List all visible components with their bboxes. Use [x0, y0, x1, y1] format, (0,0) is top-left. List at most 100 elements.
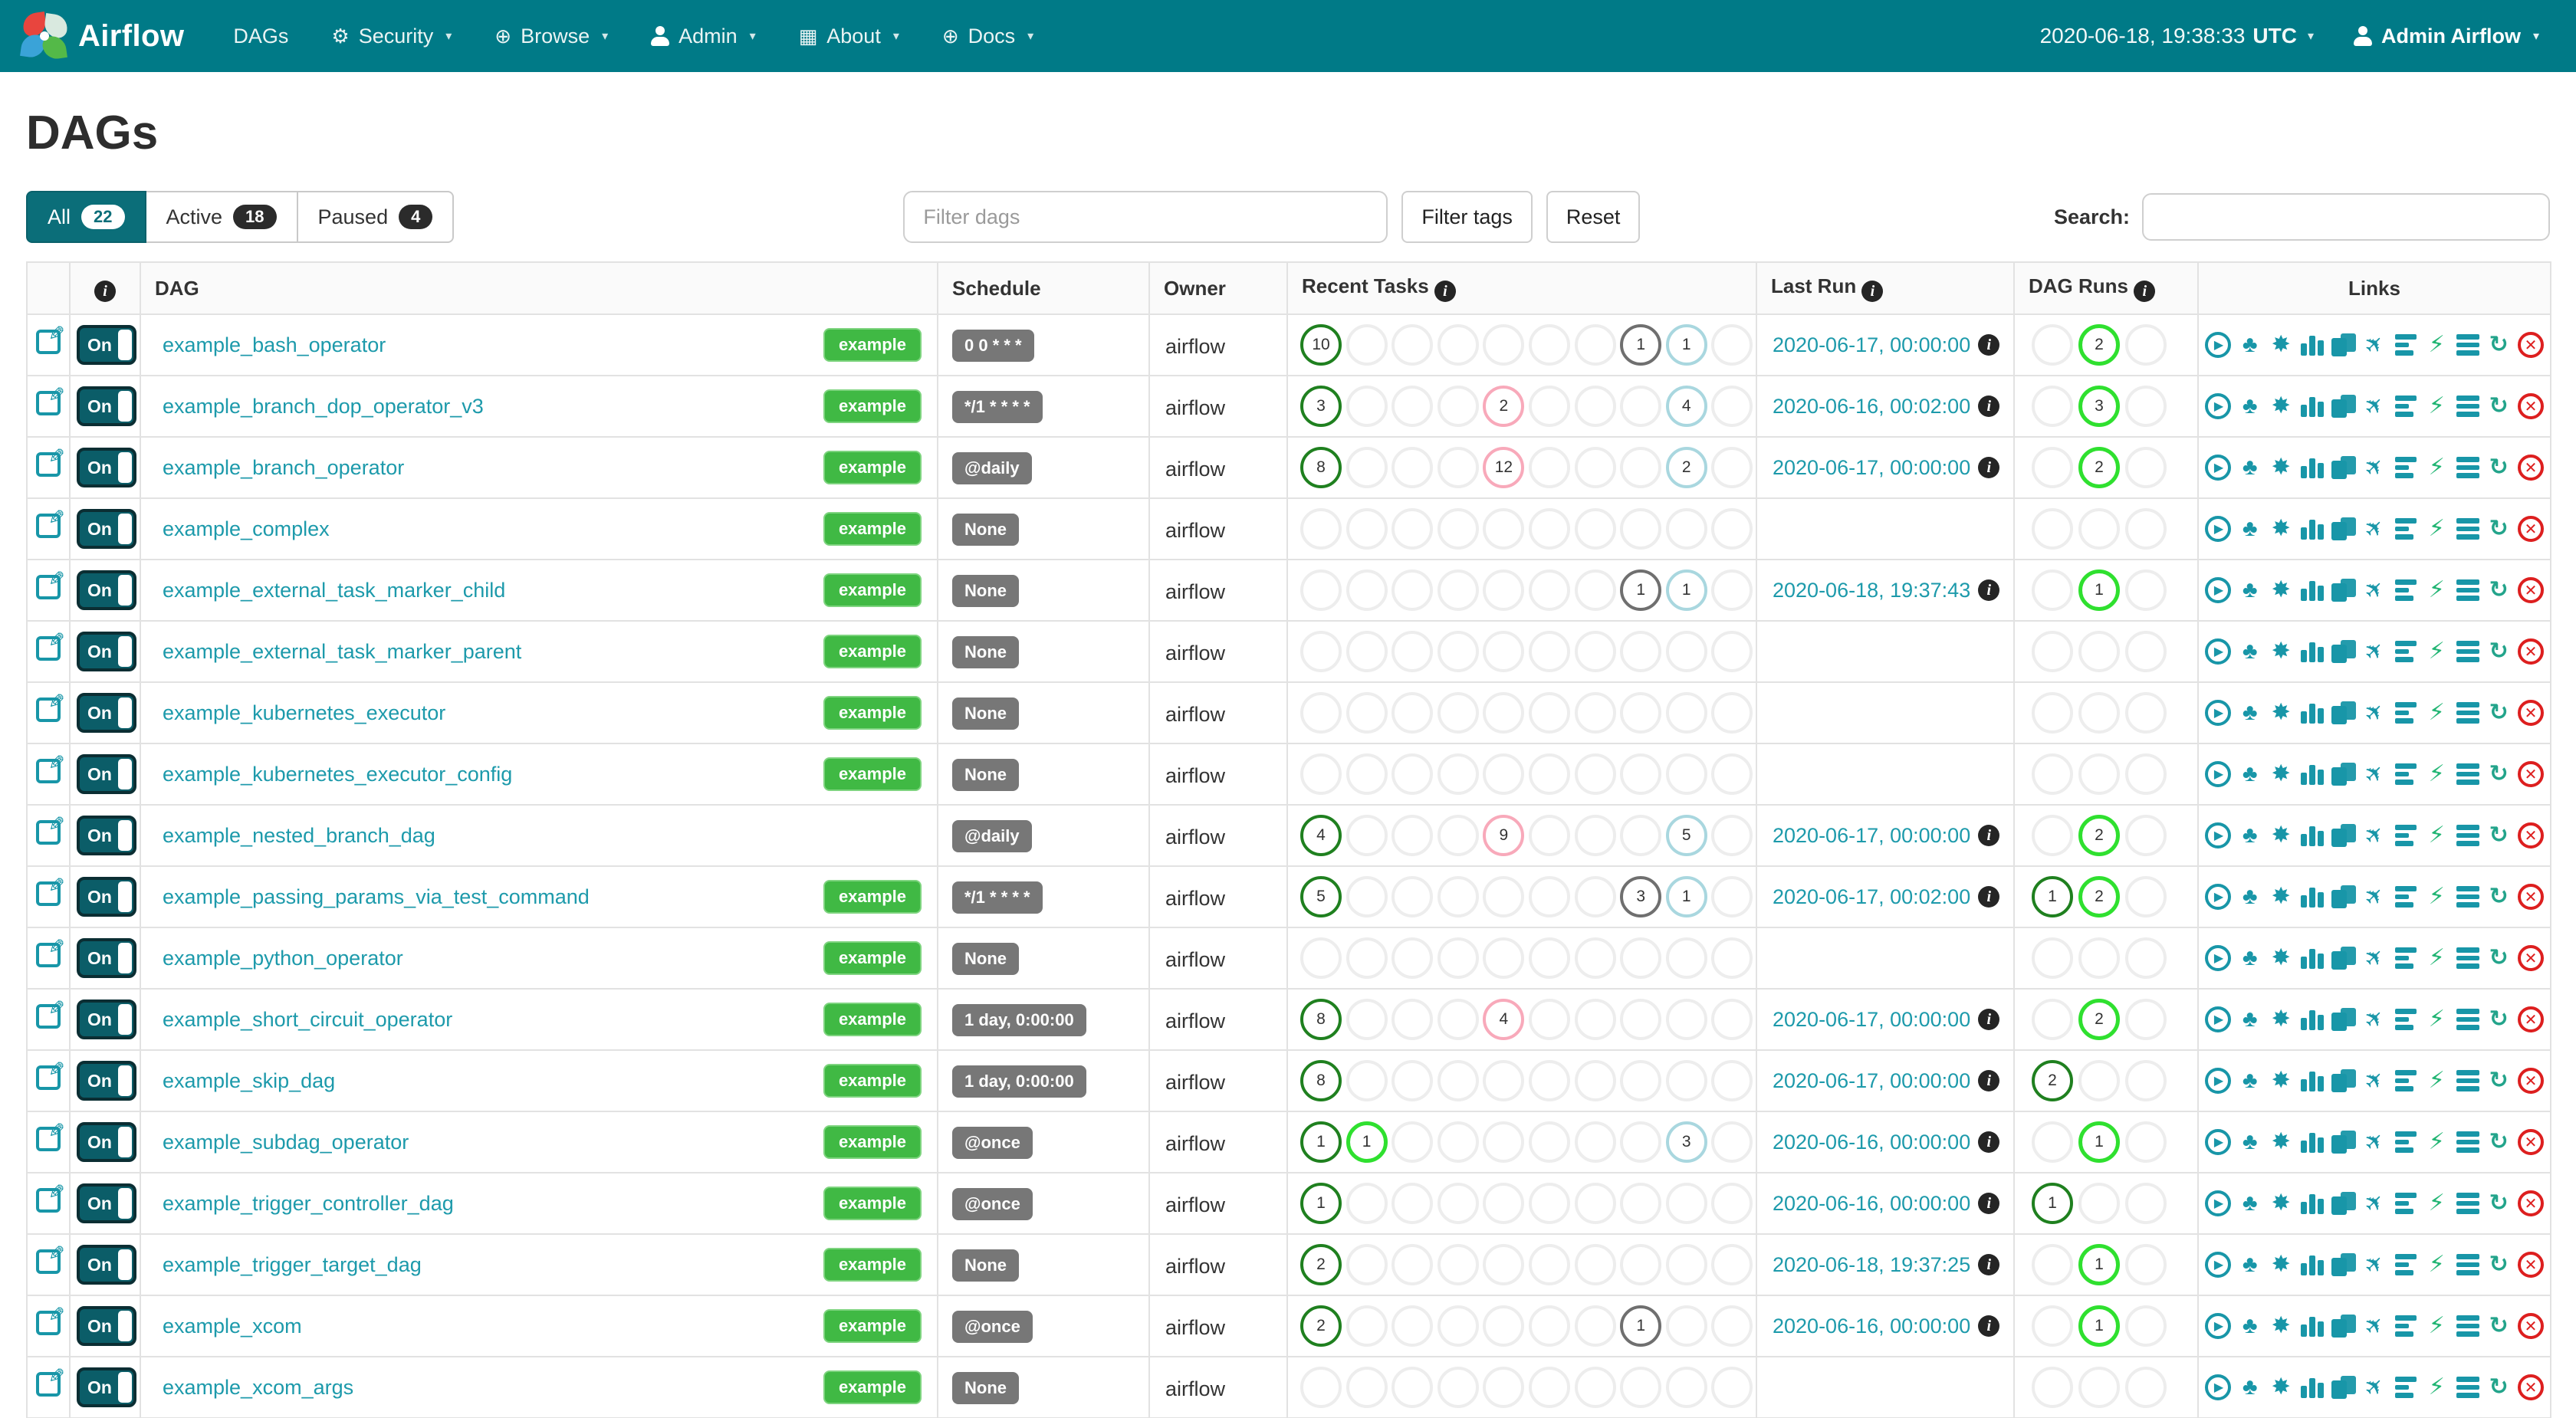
task-tries-icon[interactable]: [2331, 515, 2356, 543]
dag-tag-badge[interactable]: example: [823, 1003, 922, 1036]
edit-dag-icon[interactable]: [36, 759, 61, 783]
last-run-link[interactable]: 2020-06-17, 00:00:00: [1773, 823, 1971, 847]
delete-dag-icon[interactable]: ✕: [2518, 576, 2544, 604]
dag-name-link[interactable]: example_xcom: [163, 1314, 302, 1338]
refresh-icon[interactable]: ↻: [2489, 1006, 2509, 1032]
tree-view-icon[interactable]: ♣: [2242, 1313, 2258, 1338]
task-state-circle-success[interactable]: 2: [1300, 1305, 1342, 1347]
delete-dag-icon[interactable]: ✕: [2518, 760, 2544, 788]
tree-view-icon[interactable]: ♣: [2242, 577, 2258, 602]
gantt-icon[interactable]: [2394, 699, 2418, 727]
gantt-icon[interactable]: [2394, 760, 2418, 788]
tree-view-icon[interactable]: ♣: [2242, 516, 2258, 541]
task-duration-icon[interactable]: [2300, 944, 2325, 972]
dag-tag-badge[interactable]: example: [823, 451, 922, 484]
task-state-circle-none_status[interactable]: 5: [1665, 815, 1707, 856]
trigger-dag-icon[interactable]: ▶: [2205, 1067, 2231, 1095]
graph-view-icon[interactable]: ✸: [2271, 1068, 2291, 1093]
task-tries-icon[interactable]: [2331, 1312, 2356, 1340]
nav-item-dags[interactable]: DAGs: [212, 0, 310, 72]
search-input[interactable]: [2142, 193, 2550, 241]
task-state-circle-success[interactable]: 2: [1300, 1244, 1342, 1285]
landing-times-icon[interactable]: ✈: [2358, 1126, 2390, 1158]
dag-tag-badge[interactable]: example: [823, 941, 922, 975]
logs-icon[interactable]: [2456, 454, 2480, 481]
tree-view-icon[interactable]: ♣: [2242, 1374, 2258, 1400]
landing-times-icon[interactable]: ✈: [2358, 329, 2390, 361]
graph-view-icon[interactable]: ✸: [2271, 822, 2291, 848]
trigger-dag-icon[interactable]: ▶: [2205, 1374, 2231, 1401]
tree-view-icon[interactable]: ♣: [2242, 761, 2258, 786]
edit-dag-icon[interactable]: [36, 1127, 61, 1151]
task-state-circle-skipped[interactable]: 4: [1483, 999, 1525, 1040]
graph-view-icon[interactable]: ✸: [2271, 455, 2291, 480]
gantt-icon[interactable]: [2394, 576, 2418, 604]
code-icon[interactable]: ⚡: [2428, 577, 2445, 602]
task-tries-icon[interactable]: [2331, 1190, 2356, 1217]
task-duration-icon[interactable]: [2300, 392, 2325, 420]
landing-times-icon[interactable]: ✈: [2358, 1003, 2390, 1036]
tree-view-icon[interactable]: ♣: [2242, 1068, 2258, 1093]
dag-tag-badge[interactable]: example: [823, 1248, 922, 1282]
delete-dag-icon[interactable]: ✕: [2518, 822, 2544, 849]
task-state-circle-running[interactable]: 1: [1346, 1121, 1388, 1163]
dag-name-link[interactable]: example_kubernetes_executor_config: [163, 762, 513, 786]
edit-dag-icon[interactable]: [36, 943, 61, 967]
edit-dag-icon[interactable]: [36, 1372, 61, 1397]
dag-tag-badge[interactable]: example: [823, 1064, 922, 1098]
code-icon[interactable]: ⚡: [2428, 1068, 2445, 1093]
dag-tag-badge[interactable]: example: [823, 512, 922, 546]
logs-icon[interactable]: [2456, 331, 2480, 359]
refresh-icon[interactable]: ↻: [2489, 393, 2509, 419]
delete-dag-icon[interactable]: ✕: [2518, 699, 2544, 727]
pause-toggle[interactable]: On: [77, 448, 136, 487]
dag-tag-badge[interactable]: example: [823, 389, 922, 423]
schedule-badge[interactable]: 0 0 * * *: [952, 329, 1034, 362]
graph-view-icon[interactable]: ✸: [2271, 761, 2291, 786]
filter-tags-button[interactable]: Filter tags: [1401, 191, 1533, 243]
dag-name-link[interactable]: example_trigger_controller_dag: [163, 1191, 454, 1215]
gantt-icon[interactable]: [2394, 944, 2418, 972]
dag-name-link[interactable]: example_passing_params_via_test_command: [163, 885, 590, 908]
pause-toggle[interactable]: On: [77, 509, 136, 549]
task-tries-icon[interactable]: [2331, 944, 2356, 972]
gantt-icon[interactable]: [2394, 1374, 2418, 1401]
task-state-circle-skipped[interactable]: 2: [1483, 386, 1525, 427]
task-state-circle-success[interactable]: 1: [1300, 1121, 1342, 1163]
logs-icon[interactable]: [2456, 699, 2480, 727]
graph-view-icon[interactable]: ✸: [2271, 1374, 2291, 1400]
dag-tag-badge[interactable]: example: [823, 1187, 922, 1220]
task-duration-icon[interactable]: [2300, 1067, 2325, 1095]
task-duration-icon[interactable]: [2300, 638, 2325, 665]
landing-times-icon[interactable]: ✈: [2358, 1065, 2390, 1097]
nav-item-about[interactable]: ▦ About ▾: [777, 0, 921, 72]
refresh-icon[interactable]: ↻: [2489, 577, 2509, 602]
delete-dag-icon[interactable]: ✕: [2518, 1067, 2544, 1095]
schedule-badge[interactable]: None: [952, 942, 1019, 975]
delete-dag-icon[interactable]: ✕: [2518, 1006, 2544, 1033]
edit-dag-icon[interactable]: [36, 1065, 61, 1090]
airflow-brand[interactable]: Airflow: [20, 11, 184, 61]
pause-toggle[interactable]: On: [77, 877, 136, 917]
graph-view-icon[interactable]: ✸: [2271, 393, 2291, 419]
task-state-circle-none_status[interactable]: 4: [1665, 386, 1707, 427]
task-state-circle-running[interactable]: 1: [2078, 1305, 2120, 1347]
trigger-dag-icon[interactable]: ▶: [2205, 515, 2231, 543]
dag-name-link[interactable]: example_external_task_marker_parent: [163, 639, 522, 663]
trigger-dag-icon[interactable]: ▶: [2205, 1128, 2231, 1156]
filter-dags-input[interactable]: [903, 191, 1388, 243]
nav-item-browse[interactable]: ⊕ Browse ▾: [473, 0, 629, 72]
dag-name-link[interactable]: example_subdag_operator: [163, 1130, 409, 1154]
task-state-circle-none_status[interactable]: 3: [1665, 1121, 1707, 1163]
delete-dag-icon[interactable]: ✕: [2518, 1251, 2544, 1278]
schedule-badge[interactable]: None: [952, 513, 1019, 546]
pause-toggle[interactable]: On: [77, 999, 136, 1039]
code-icon[interactable]: ⚡: [2428, 393, 2445, 419]
tree-view-icon[interactable]: ♣: [2242, 1190, 2258, 1216]
task-duration-icon[interactable]: [2300, 1190, 2325, 1217]
task-state-circle-running[interactable]: 2: [2078, 999, 2120, 1040]
refresh-icon[interactable]: ↻: [2489, 1190, 2509, 1216]
gantt-icon[interactable]: [2394, 454, 2418, 481]
tree-view-icon[interactable]: ♣: [2242, 332, 2258, 357]
tree-view-icon[interactable]: ♣: [2242, 455, 2258, 480]
